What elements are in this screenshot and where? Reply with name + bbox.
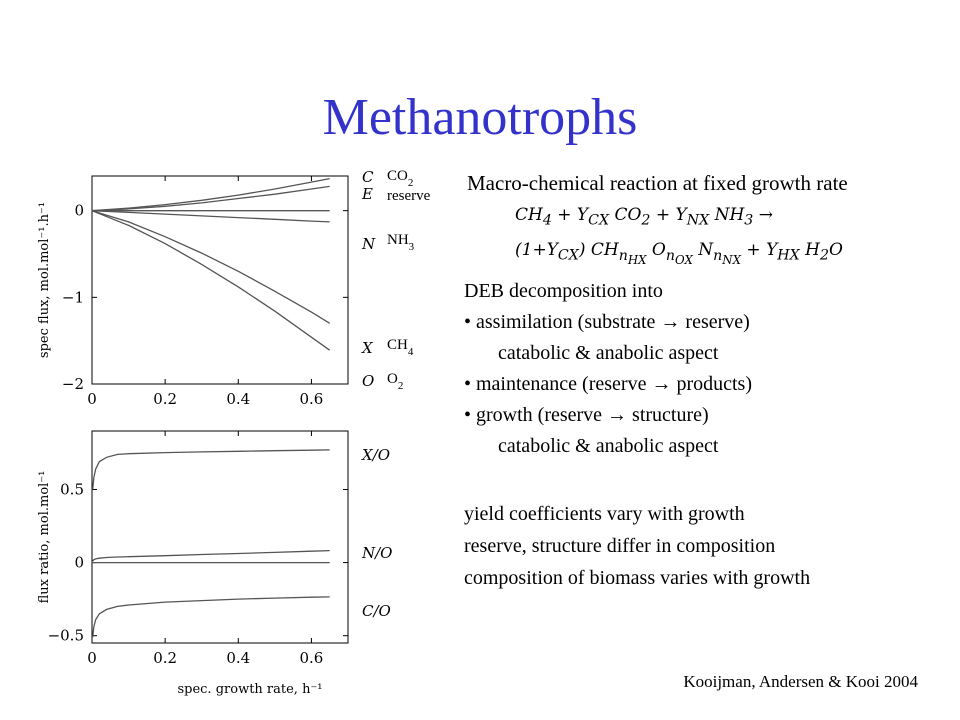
- y-axis-label: spec flux, mol.mol⁻¹.h⁻¹: [37, 202, 52, 358]
- series-letter: X: [361, 339, 374, 357]
- deb-item: • growth (reserve → structure): [464, 404, 709, 426]
- series-line: [92, 549, 330, 562]
- x-tick-label: 0.2: [153, 649, 177, 667]
- y-tick-label: 0: [74, 554, 84, 572]
- equation-line-1: CH4 + YCX CO2 + YNX NH3 →: [515, 205, 773, 229]
- macro-heading: Macro-chemical reaction at fixed growth …: [467, 171, 848, 195]
- note: composition of biomass varies with growt…: [464, 567, 811, 589]
- plot-frame: [91, 430, 349, 644]
- x-tick-label: 0.2: [153, 390, 177, 408]
- series-label: CO2: [387, 168, 413, 189]
- series-letter: X/O: [361, 446, 390, 464]
- series-label: NH3: [387, 232, 415, 253]
- x-axis-label: spec. growth rate, h⁻¹: [177, 682, 322, 697]
- series-label: reserve: [387, 188, 431, 204]
- series-letter: C: [362, 168, 374, 186]
- series-letter: O: [362, 372, 374, 390]
- series-line: [92, 596, 330, 638]
- series-line: [92, 449, 330, 490]
- y-tick-label: −0.5: [48, 627, 84, 645]
- equation: CH4 + YCX CO2 + YNX NH3 → (1+YCX) CHnHX …: [515, 200, 843, 275]
- series-letter: E: [361, 185, 373, 203]
- deb-heading: DEB decomposition into: [464, 280, 663, 302]
- deb-item: • assimilation (substrate → reserve): [464, 311, 750, 333]
- series-letter: N/O: [361, 544, 392, 562]
- x-tick-label: 0.4: [226, 390, 250, 408]
- y-tick-label: 0.5: [60, 480, 84, 498]
- series-line: [91, 210, 330, 223]
- plot-frame: [91, 175, 349, 385]
- deb-item: • maintenance (reserve → products): [464, 373, 752, 395]
- x-tick-label: 0.6: [299, 390, 323, 408]
- notes-section: yield coefficients vary with growth rese…: [464, 498, 810, 594]
- series-label: O2: [387, 371, 403, 392]
- series-line: [91, 210, 331, 324]
- note: yield coefficients vary with growth: [464, 503, 745, 525]
- x-tick-label: 0: [87, 649, 97, 667]
- x-tick-label: 0.4: [226, 649, 250, 667]
- y-tick-label: −1: [62, 288, 84, 306]
- y-tick-label: −2: [62, 375, 84, 393]
- series-line: [91, 210, 331, 351]
- series-letter: N: [361, 235, 376, 253]
- y-tick-label: 0: [74, 202, 84, 220]
- series-line: [91, 177, 330, 212]
- series-label: CH4: [387, 337, 414, 358]
- deb-subitem: catabolic & anabolic aspect: [498, 342, 719, 364]
- citation: Kooijman, Andersen & Kooi 2004: [683, 672, 918, 691]
- x-tick-label: 0: [87, 390, 97, 408]
- equation-line-2: (1+YCX) CHnHX OnOX NnNX + YHX H2O: [515, 240, 843, 267]
- series-line: [91, 185, 330, 212]
- series-letter: C/O: [362, 602, 391, 620]
- note: reserve, structure differ in composition: [464, 535, 776, 557]
- page-title: Methanotrophs: [322, 89, 638, 146]
- deb-section: DEB decomposition into • assimilation (s…: [464, 276, 752, 462]
- deb-subitem: catabolic & anabolic aspect: [498, 435, 719, 457]
- y-axis-label: flux ratio, mol.mol⁻¹: [37, 471, 52, 604]
- x-tick-label: 0.6: [299, 649, 323, 667]
